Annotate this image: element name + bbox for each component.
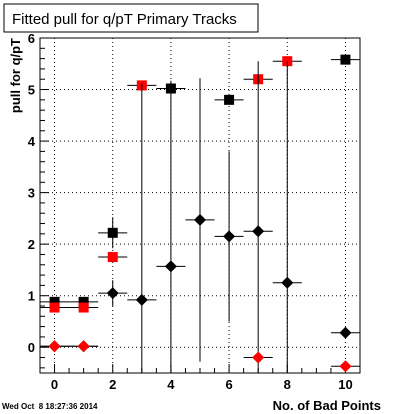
x-tick-label: 2 [109,377,116,392]
data-point-diamond [135,293,148,306]
y-tick-label: 2 [28,237,35,252]
y-tick-label: 1 [28,289,35,304]
x-axis: 0 2 4 6 8 10 [39,364,361,392]
timestamp-label: Wed Oct 8 18:27:36 2014 [2,402,98,411]
data-point-diamond [164,260,177,273]
data-point-diamond [281,276,294,289]
chart-title-box: Fitted pull for q/pT Primary Tracks [3,3,259,33]
data-point-diamond [77,340,90,353]
y-axis: 0 1 2 3 4 5 6 [28,31,49,369]
y-axis-label: pull for q/pT [8,38,23,113]
data-point-diamond [194,213,206,226]
x-tick-label: 4 [167,377,175,392]
data-point-square [78,296,89,307]
series-3 [40,340,360,373]
y-tick-label: 5 [28,83,35,98]
data-point-square [49,296,60,307]
data-point-diamond [48,340,61,353]
data-point-diamond [252,225,265,238]
data-point-diamond [223,230,236,243]
data-point-diamond [106,287,119,300]
data-point-square [49,302,60,313]
y-tick-label: 6 [28,31,35,46]
data-point-square [340,54,351,65]
x-tick-label: 6 [225,377,232,392]
data-point-diamond [339,326,352,339]
chart-title: Fitted pull for q/pT Primary Tracks [12,11,237,28]
data-point-square [224,94,235,105]
y-tick-label: 4 [28,134,36,149]
data-point-square [78,302,89,313]
data-point-diamond [339,360,352,373]
data-point-diamond [252,351,265,364]
x-tick-label: 10 [338,377,352,392]
series-2 [40,61,360,373]
x-tick-label: 0 [51,377,58,392]
y-tick-label: 0 [28,340,35,355]
x-tick-label: 8 [284,377,291,392]
data-point-square [107,252,118,263]
y-tick-label: 3 [28,186,35,201]
data-point-square [107,227,118,238]
x-axis-label: No. of Bad Points [273,398,381,413]
data-marks [40,54,360,373]
